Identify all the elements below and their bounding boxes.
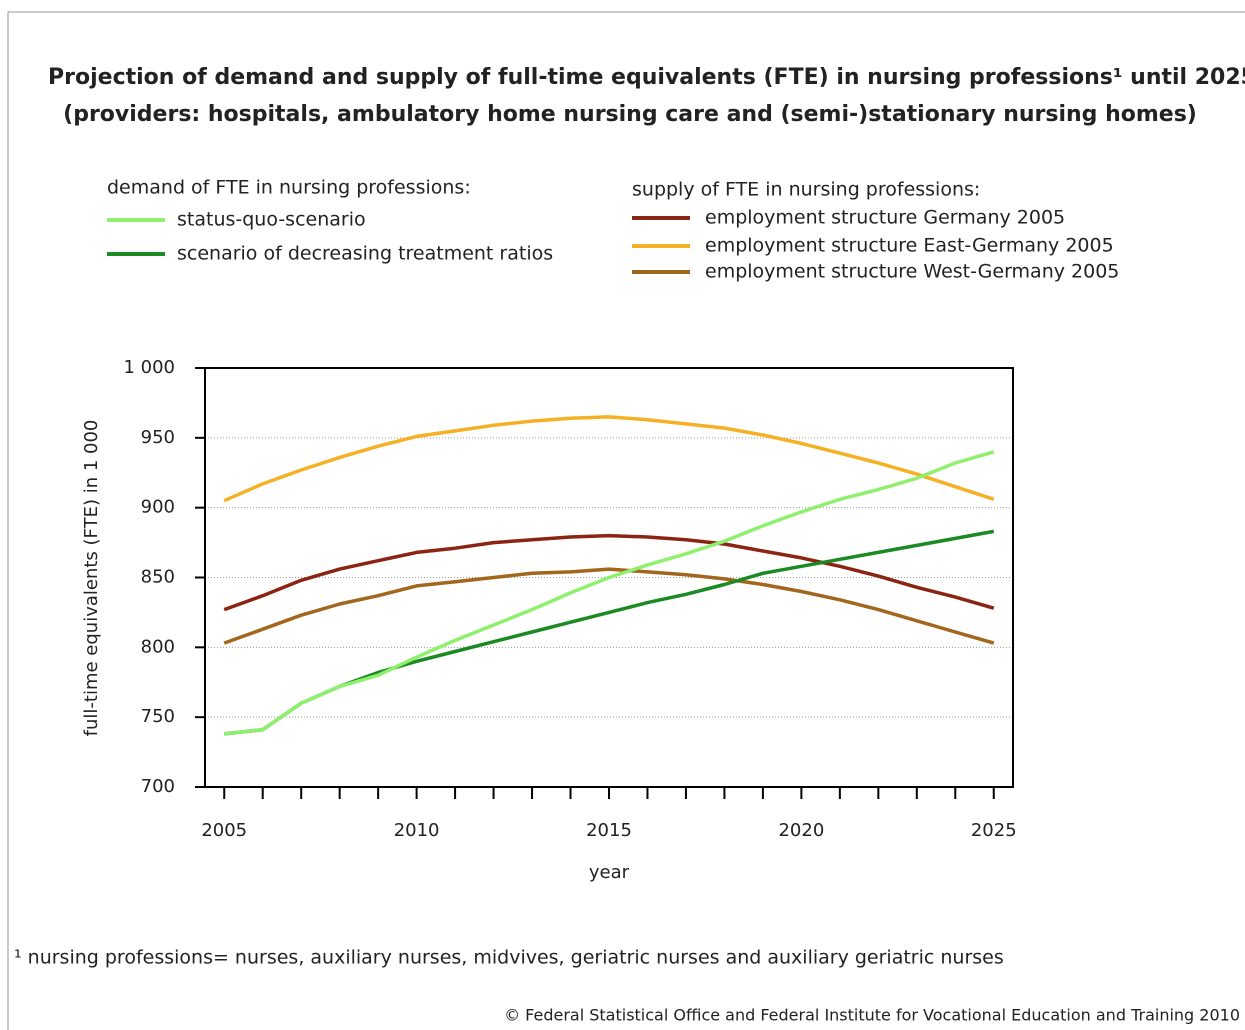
x-tick-label: 2005 xyxy=(201,820,247,841)
footnote: ¹ nursing professions= nurses, auxiliary… xyxy=(14,947,1004,969)
y-tick-label: 850 xyxy=(141,567,175,588)
plot-frame xyxy=(204,367,1014,788)
y-tick-label: 950 xyxy=(141,427,175,448)
series-line xyxy=(223,533,995,612)
legend-label: employment structure Germany 2005 xyxy=(705,207,1065,229)
legend-label: status-quo-scenario xyxy=(177,209,366,231)
legend-heading: demand of FTE in nursing professions: xyxy=(107,177,471,199)
y-tick-label: 700 xyxy=(141,776,175,797)
chart-subtitle: (providers: hospitals, ambulatory home n… xyxy=(63,102,1197,127)
x-tick-label: 2010 xyxy=(394,820,440,841)
x-tick-label: 2025 xyxy=(971,820,1017,841)
legend-label: scenario of decreasing treatment ratios xyxy=(177,243,553,265)
x-tick-label: 2020 xyxy=(778,820,824,841)
series-line xyxy=(224,529,995,736)
x-axis-label: year xyxy=(589,862,630,883)
y-tick-label: 1 000 xyxy=(123,357,175,378)
y-tick-label: 750 xyxy=(141,706,175,727)
series-line xyxy=(223,567,995,645)
series-line xyxy=(224,450,995,736)
legend-label: employment structure East-Germany 2005 xyxy=(705,235,1114,257)
y-axis-label: full-time equivalents (FTE) in 1 000 xyxy=(81,420,102,737)
legend-label: employment structure West-Germany 2005 xyxy=(705,261,1119,283)
series-line xyxy=(223,415,995,503)
legend-heading: supply of FTE in nursing professions: xyxy=(632,179,980,201)
y-tick-label: 800 xyxy=(141,636,175,657)
chart-title: Projection of demand and supply of full-… xyxy=(48,65,1245,90)
x-tick-label: 2015 xyxy=(586,820,632,841)
frame xyxy=(7,11,1245,1030)
source: © Federal Statistical Office and Federal… xyxy=(504,1006,1240,1025)
y-tick-label: 900 xyxy=(141,497,175,518)
